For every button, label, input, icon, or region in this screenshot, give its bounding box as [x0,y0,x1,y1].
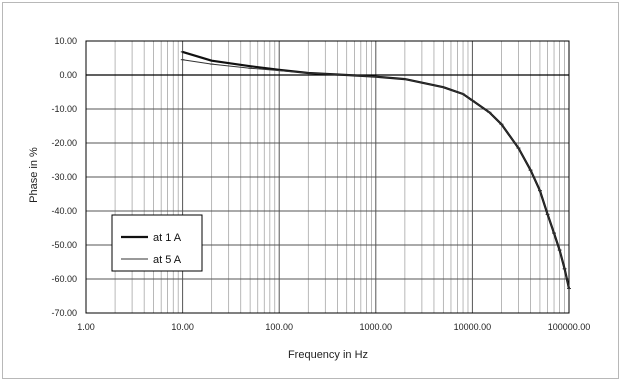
y-tick-label: -40.00 [51,206,77,216]
y-tick-label: -20.00 [51,138,77,148]
x-tick-label: 1.00 [77,322,95,332]
y-tick-label: 10.00 [54,36,77,46]
series-group [180,50,571,290]
legend-box [111,214,203,272]
y-tick-label: 0.00 [59,70,77,80]
x-tick-label: 1000.00 [360,322,393,332]
x-tick-label: 100000.00 [548,322,591,332]
chart-frame [2,2,619,379]
x-tick-labels: 1.00 10.00 100.00 1000.00 10000.00 100000.00 [77,322,590,332]
y-axis-title: Phase in % [28,147,40,203]
legend-label-2: at 5 A [153,254,182,266]
y-tick-label: -50.00 [51,240,77,250]
y-tick-label: -30.00 [51,172,77,182]
y-tick-label: -10.00 [51,104,77,114]
legend-label-1: at 1 A [153,232,182,244]
major-gridlines [85,40,570,314]
y-tick-label: -70.00 [51,308,77,318]
x-tick-label: 100.00 [265,322,293,332]
plot-area-border [85,40,570,314]
legend: at 1 A at 5 A [111,214,203,272]
x-tick-label: 10.00 [171,322,194,332]
x-tick-label: 10000.00 [454,322,492,332]
x-axis-title: Frequency in Hz [288,349,368,361]
y-tick-labels: 10.00 0.00 -10.00 -20.00 -30.00 -40.00 -50.00 -… [51,36,77,318]
y-tick-label: -60.00 [51,274,77,284]
